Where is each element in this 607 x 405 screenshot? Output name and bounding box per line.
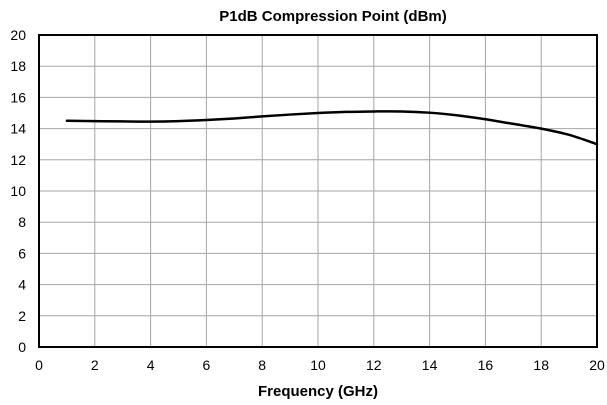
- x-tick-label: 12: [366, 357, 382, 373]
- y-tick-label: 16: [10, 89, 26, 105]
- series-line-0: [65, 110, 599, 146]
- y-tick-label: 20: [10, 27, 26, 43]
- y-tick-label: 8: [18, 214, 26, 230]
- x-tick-label: 2: [91, 357, 99, 373]
- y-tick-label: 14: [10, 121, 26, 137]
- y-tick-label: 0: [18, 339, 26, 355]
- plot-area-frame: [38, 34, 598, 348]
- x-tick-label: 14: [422, 357, 438, 373]
- y-tick-label: 12: [10, 152, 26, 168]
- grid-lines: [38, 34, 598, 348]
- x-tick-label: 4: [147, 357, 155, 373]
- y-tick-label: 6: [18, 245, 26, 261]
- y-tick-label: 2: [18, 308, 26, 324]
- x-tick-label: 0: [35, 357, 43, 373]
- x-tick-label: 8: [258, 357, 266, 373]
- y-tick-label: 4: [18, 277, 26, 293]
- y-tick-label: 10: [10, 183, 26, 199]
- y-tick-labels: 0 2 4 6 8 10 12 14 16 18 20: [10, 27, 26, 355]
- x-tick-label: 16: [478, 357, 494, 373]
- y-tick-label: 18: [10, 58, 26, 74]
- x-tick-label: 18: [533, 357, 549, 373]
- chart-title: P1dB Compression Point (dBm): [219, 8, 447, 25]
- x-tick-label: 10: [310, 357, 326, 373]
- x-tick-label: 20: [589, 357, 605, 373]
- x-tick-label: 6: [203, 357, 211, 373]
- x-axis-label: Frequency (GHz): [258, 383, 378, 400]
- series-layer: [65, 110, 599, 146]
- x-tick-labels: 0 2 4 6 8 10 12 14 16 18 20: [35, 357, 605, 373]
